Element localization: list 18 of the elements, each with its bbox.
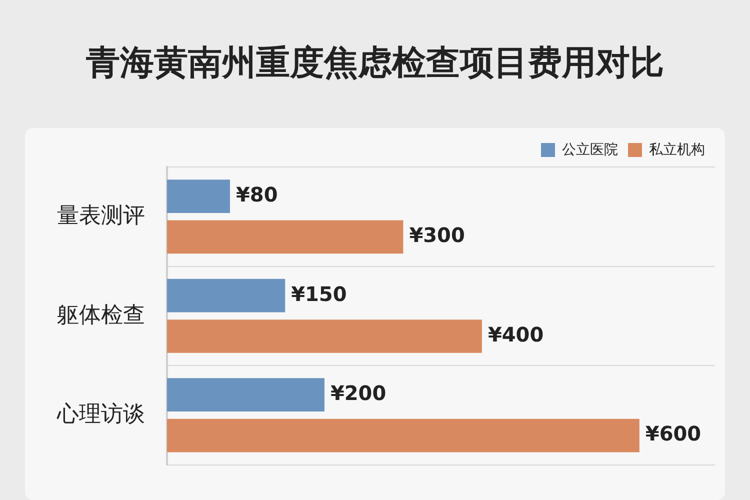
chart-title: 青海黄南州重度焦虑检查项目费用对比 xyxy=(85,42,665,85)
bar xyxy=(167,320,482,353)
data-label: ¥600 xyxy=(645,422,702,446)
data-label: ¥300 xyxy=(409,223,465,248)
bar xyxy=(167,418,640,452)
data-label: ¥80 xyxy=(236,182,278,206)
data-label: ¥400 xyxy=(488,322,544,346)
bar xyxy=(167,220,404,254)
legend-label: 公立医院 xyxy=(562,140,618,157)
y-tick-label: 躯体检查 xyxy=(57,302,145,327)
bar xyxy=(167,180,230,213)
legend-label: 私立机构 xyxy=(649,140,705,157)
y-tick-label: 量表测评 xyxy=(57,202,145,228)
bar xyxy=(167,378,324,412)
bar xyxy=(167,278,286,312)
data-label: ¥150 xyxy=(291,282,347,306)
y-tick-label: 心理访谈 xyxy=(56,401,145,426)
data-label: ¥200 xyxy=(330,381,386,406)
